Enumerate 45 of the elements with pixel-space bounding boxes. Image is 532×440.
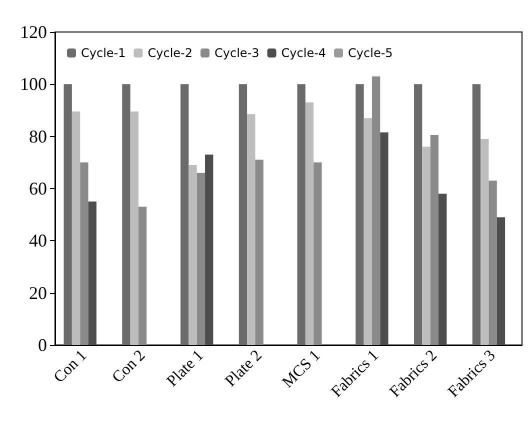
y-tick-label: 100	[20, 74, 47, 94]
bar	[480, 138, 489, 345]
bar	[180, 84, 189, 345]
bar	[372, 76, 380, 345]
y-tick-label: 0	[38, 335, 47, 355]
bar	[122, 84, 130, 345]
bar	[314, 162, 322, 345]
y-tick-label: 20	[29, 282, 47, 303]
legend-label: Cycle-3	[214, 46, 260, 60]
bar	[356, 84, 364, 345]
bar	[297, 84, 306, 345]
bar	[247, 114, 256, 345]
bar	[238, 84, 248, 345]
bar	[422, 146, 430, 345]
bar	[364, 118, 372, 345]
y-tick-label: 40	[29, 230, 47, 251]
y-tick-label: 120	[20, 22, 47, 42]
bar	[430, 135, 439, 345]
bar	[88, 202, 96, 345]
x-tick-label: Plate 1	[164, 346, 207, 390]
bar	[472, 84, 481, 345]
bar	[64, 84, 72, 345]
bar	[80, 162, 88, 345]
bar	[380, 132, 388, 345]
bar	[188, 165, 197, 345]
legend-label: Cycle-4	[281, 46, 326, 60]
y-tick-label: 60	[29, 178, 47, 198]
bar	[496, 217, 506, 345]
bar	[414, 84, 422, 345]
bar	[130, 112, 138, 345]
x-tick-label: Con 1	[50, 346, 90, 386]
bar	[138, 206, 147, 345]
bar	[205, 154, 214, 345]
bar	[255, 160, 264, 345]
bar	[438, 194, 447, 345]
bar	[72, 112, 80, 345]
legend-label: Cycle-2	[148, 46, 193, 60]
x-tick-label: Con 2	[109, 346, 149, 386]
legend-label: Cycle-1	[81, 46, 126, 60]
legend-label: Cycle-5	[348, 46, 393, 60]
y-tick-label: 80	[29, 126, 47, 146]
bar	[488, 180, 497, 345]
bar	[196, 172, 206, 345]
bar	[305, 102, 314, 345]
x-tick-label: Plate 2	[222, 346, 266, 390]
